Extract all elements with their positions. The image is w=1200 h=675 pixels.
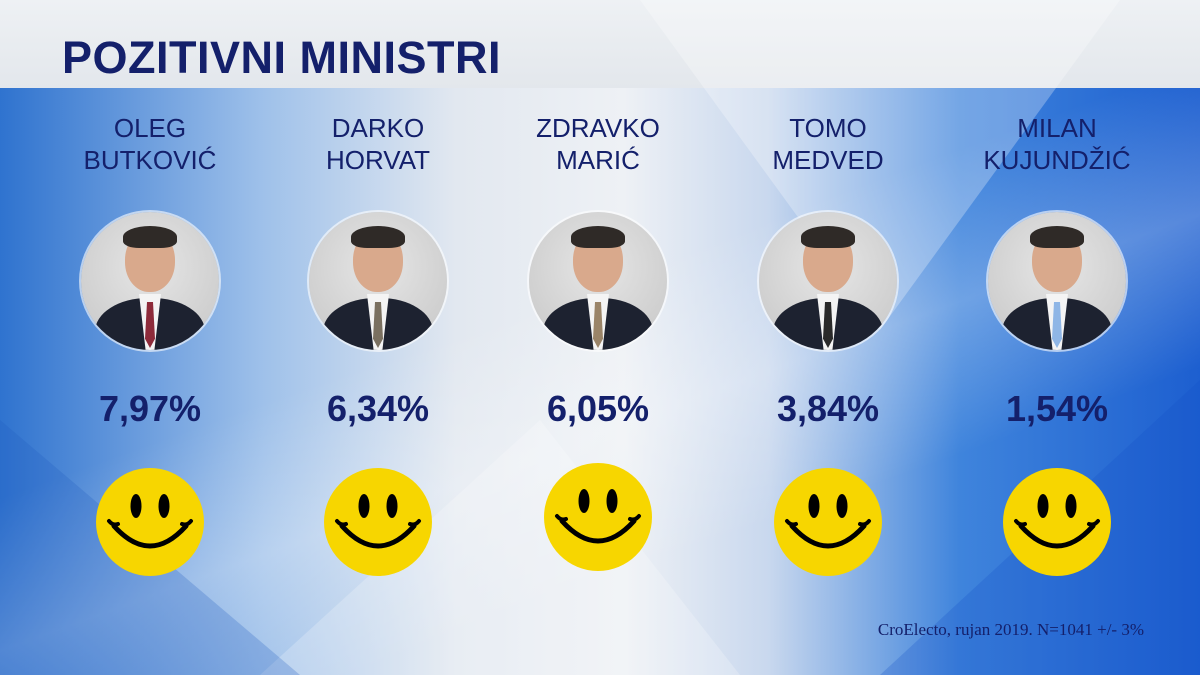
smiley-face-icon (774, 468, 882, 576)
minister-column: TOMO MEDVED 3,84% (728, 112, 928, 578)
portrait-tie (823, 302, 833, 348)
percent-label: 1,54% (1005, 388, 1109, 429)
minister-portrait (81, 212, 219, 350)
percent-label: 3,84% (776, 388, 880, 429)
minister-first-name: ZDRAVKO (536, 113, 660, 143)
smiley-face-icon (96, 468, 204, 576)
background-band (0, 0, 1200, 88)
minister-name: TOMO MEDVED (728, 112, 928, 182)
percent-label: 6,05% (546, 388, 650, 429)
source-note: CroElecto, rujan 2019. N=1041 +/- 3% (877, 620, 1144, 639)
minister-name: DARKO HORVAT (278, 112, 478, 182)
minister-last-name: KUJUNDŽIĆ (983, 145, 1131, 175)
smiley-face-icon (324, 468, 432, 576)
minister-column: ZDRAVKO MARIĆ 6,05% (498, 112, 698, 573)
minister-portrait (309, 212, 447, 350)
minister-last-name: MARIĆ (556, 145, 640, 175)
minister-last-name: HORVAT (325, 145, 430, 175)
minister-column: OLEG BUTKOVIĆ 7,97% (50, 112, 250, 578)
portrait-tie (1052, 302, 1062, 348)
smiley-face-icon (544, 463, 652, 571)
portrait-hair (351, 226, 405, 248)
minister-portrait (759, 212, 897, 350)
portrait-tie (593, 302, 603, 348)
minister-first-name: TOMO (789, 113, 867, 143)
minister-last-name: MEDVED (772, 145, 884, 175)
minister-portrait (529, 212, 667, 350)
minister-first-name: DARKO (331, 113, 425, 143)
minister-name: ZDRAVKO MARIĆ (498, 112, 698, 182)
portrait-hair (1030, 226, 1084, 248)
minister-name: MILAN KUJUNDŽIĆ (957, 112, 1157, 182)
portrait-hair (801, 226, 855, 248)
minister-column: DARKO HORVAT 6,34% (278, 112, 478, 578)
minister-column: MILAN KUJUNDŽIĆ 1,54% (957, 112, 1157, 578)
portrait-hair (571, 226, 625, 248)
portrait-hair (123, 226, 177, 248)
portrait-tie (145, 302, 155, 348)
smiley-face-icon (1003, 468, 1111, 576)
minister-portrait (988, 212, 1126, 350)
minister-name: OLEG BUTKOVIĆ (50, 112, 250, 182)
minister-last-name: BUTKOVIĆ (83, 145, 217, 175)
minister-first-name: MILAN (1017, 113, 1097, 143)
percent-label: 6,34% (326, 388, 430, 429)
chart-title: POZITIVNI MINISTRI (62, 32, 502, 83)
percent-label: 7,97% (98, 388, 202, 429)
background-facet (0, 88, 1200, 675)
portrait-tie (373, 302, 383, 348)
minister-first-name: OLEG (113, 113, 187, 143)
